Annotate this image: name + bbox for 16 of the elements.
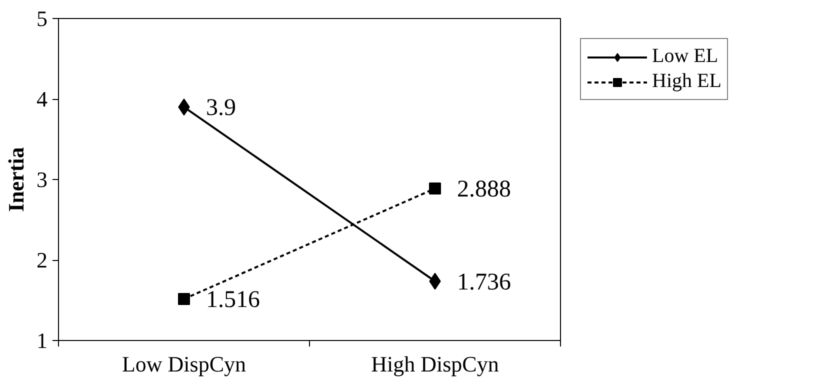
data-label: 2.888: [457, 176, 511, 203]
legend-label: High EL: [652, 70, 722, 93]
x-tick-label: High DispCyn: [371, 352, 499, 376]
y-tick-label: 2: [36, 248, 48, 272]
data-label: 3.9: [206, 95, 236, 122]
y-tick-label: 4: [36, 86, 48, 112]
y-tick-label: 5: [36, 6, 48, 31]
y-axis-title: Inertia: [4, 147, 28, 212]
y-tick-label: 1: [36, 328, 48, 353]
data-label: 1.736: [457, 269, 511, 296]
data-label: 1.516: [206, 286, 260, 313]
x-tick-label: Low DispCyn: [122, 352, 246, 376]
legend-label: Low EL: [652, 45, 718, 68]
point: [429, 182, 441, 195]
y-tick-label: 3: [36, 167, 48, 192]
point: [178, 292, 190, 305]
